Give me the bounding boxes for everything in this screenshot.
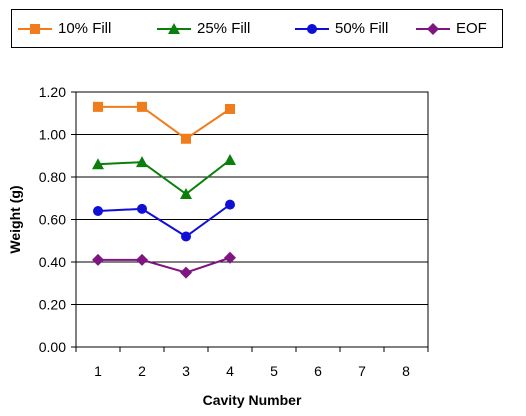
legend-label-25-fill: 25% Fill — [197, 20, 251, 37]
x-tick-label: 1 — [94, 363, 102, 379]
data-point-circle — [225, 199, 235, 210]
legend-marker-diamond-icon — [416, 22, 450, 35]
x-tick-label: 8 — [402, 363, 410, 379]
legend-item-10-fill: 10% Fill — [18, 10, 111, 47]
data-point-square — [225, 104, 235, 114]
data-point-circle — [181, 231, 191, 242]
data-point-diamond — [224, 251, 236, 264]
y-tick-label: 0.80 — [39, 169, 66, 185]
y-tick-label: 0.00 — [39, 339, 66, 355]
series-line-3 — [98, 256, 231, 274]
legend-label-eof: EOF — [456, 20, 487, 37]
data-point-diamond — [92, 253, 104, 266]
legend-marker-triangle-icon — [157, 22, 191, 34]
data-point-triangle — [224, 154, 236, 165]
x-tick-label: 6 — [314, 363, 322, 379]
data-point-diamond — [136, 253, 148, 266]
data-point-triangle — [136, 156, 148, 168]
data-point-square — [137, 101, 147, 112]
legend-marker-circle-icon — [295, 23, 329, 34]
data-point-triangle — [92, 158, 104, 170]
legend-marker-square-icon — [18, 23, 52, 34]
x-tick-label: 5 — [270, 363, 278, 379]
legend-item-50-fill: 50% Fill — [295, 10, 388, 47]
data-point-circle — [93, 206, 103, 216]
y-tick-label: 1.00 — [39, 127, 66, 143]
legend: 10% Fill 25% Fill 50% Fill EOF — [11, 9, 503, 48]
data-point-square — [93, 101, 103, 112]
series-line-0 — [98, 105, 231, 140]
x-axis-title: Cavity Number — [203, 392, 302, 408]
x-tick-label: 2 — [138, 363, 146, 379]
y-tick-label: 1.20 — [39, 84, 66, 100]
legend-label-10-fill: 10% Fill — [58, 20, 112, 37]
series-line-2 — [97, 203, 231, 238]
x-tick-label: 4 — [226, 363, 234, 379]
y-tick-label: 0.60 — [39, 212, 66, 228]
data-point-triangle — [180, 188, 192, 199]
x-tick-label: 3 — [182, 363, 190, 379]
data-point-square — [181, 133, 191, 144]
y-axis-title: Weight (g) — [7, 185, 23, 253]
y-tick-label: 0.40 — [39, 254, 66, 270]
y-tick-label: 0.20 — [39, 297, 66, 313]
legend-item-eof: EOF — [416, 10, 487, 47]
series-line-1 — [97, 159, 231, 196]
legend-label-50-fill: 50% Fill — [335, 20, 389, 37]
legend-item-25-fill: 25% Fill — [157, 10, 250, 47]
x-tick-label: 7 — [358, 363, 366, 379]
data-point-circle — [137, 203, 147, 214]
data-point-diamond — [180, 266, 192, 279]
